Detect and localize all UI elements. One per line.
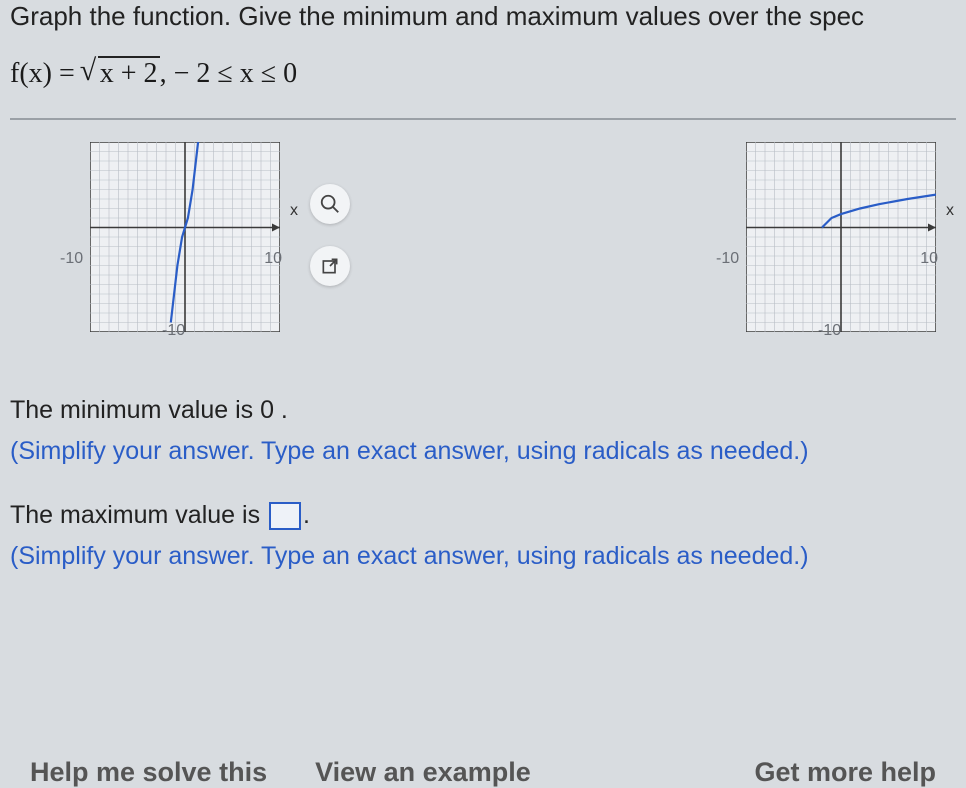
popout-button[interactable] [310, 246, 350, 286]
chart-option-right[interactable]: x -10 10 -10 [746, 142, 936, 332]
chart-right-svg [746, 142, 936, 332]
minimum-value-line: The minimum value is 0 . [10, 392, 956, 430]
max-hint: (Simplify your answer. Type an exact ans… [10, 538, 956, 576]
help-me-solve-link[interactable]: Help me solve this [30, 757, 267, 788]
get-more-help-link[interactable]: Get more help [754, 757, 936, 788]
tick-bottom: -10 [162, 322, 185, 340]
max-suffix: . [303, 501, 310, 529]
zoom-button[interactable] [310, 184, 350, 224]
radicand: x + 2 [98, 56, 160, 90]
bottom-links: Help me solve this View an example Get m… [0, 757, 966, 788]
tick-left: -10 [716, 250, 739, 268]
min-suffix: . [274, 396, 288, 424]
question-prompt: Graph the function. Give the minimum and… [10, 0, 956, 34]
function-definition: f(x) = x + 2, − 2 ≤ x ≤ 0 [10, 56, 956, 90]
tick-right: 10 [264, 250, 282, 268]
min-value: 0 [260, 396, 274, 424]
tick-right: 10 [920, 250, 938, 268]
charts-row: x -10 10 -10 x -1 [10, 142, 956, 332]
tick-left: -10 [60, 250, 83, 268]
zoom-icon [319, 193, 341, 215]
view-example-link[interactable]: View an example [315, 757, 531, 788]
fn-domain: , − 2 ≤ x ≤ 0 [160, 58, 298, 89]
fn-lhs: f(x) = [10, 58, 82, 89]
tick-bottom: -10 [818, 322, 841, 340]
chart-left-svg [90, 142, 280, 332]
chart-option-left[interactable]: x -10 10 -10 [90, 142, 280, 332]
answers-section: The minimum value is 0 . (Simplify your … [10, 392, 956, 576]
x-axis-label: x [946, 202, 954, 220]
divider [10, 118, 956, 120]
max-value-input[interactable] [269, 502, 301, 530]
chart-toolbar [310, 184, 350, 286]
x-axis-label: x [290, 202, 298, 220]
popout-icon [320, 256, 340, 276]
maximum-value-line: The maximum value is . [10, 497, 956, 535]
min-hint: (Simplify your answer. Type an exact ans… [10, 433, 956, 471]
min-prefix: The minimum value is [10, 396, 260, 424]
max-prefix: The maximum value is [10, 501, 267, 529]
sqrt-symbol: x + 2 [82, 56, 160, 90]
